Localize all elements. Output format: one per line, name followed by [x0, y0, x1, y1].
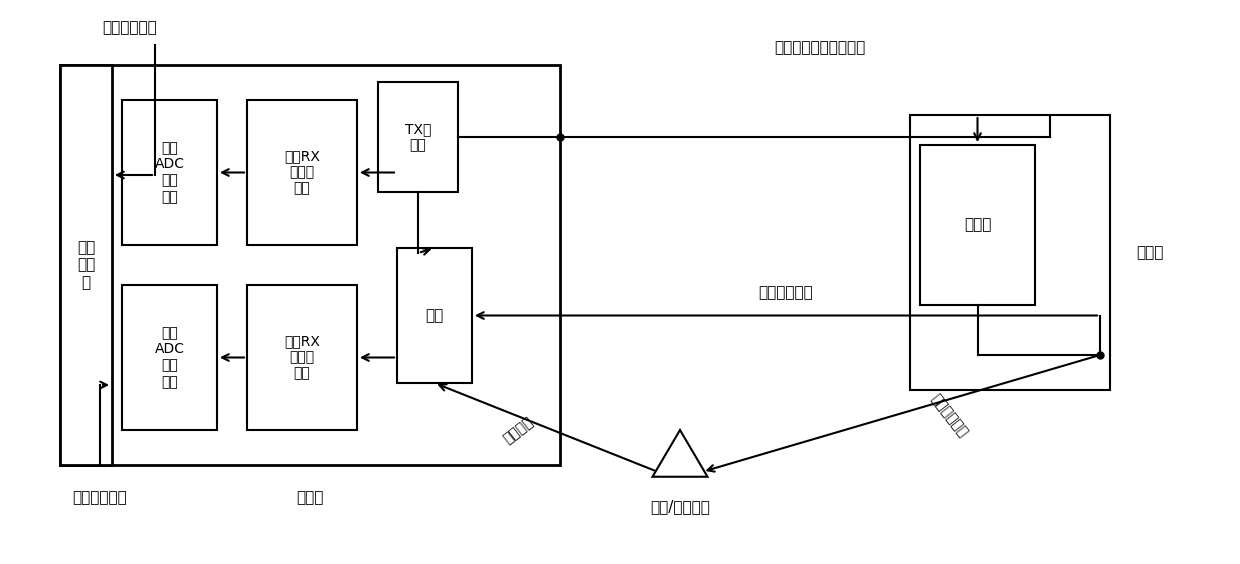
- Text: 数字
处理
器: 数字 处理 器: [77, 240, 95, 290]
- Text: 放大器: 放大器: [963, 218, 991, 232]
- Text: 第一输入信号: 第一输入信号: [103, 20, 157, 36]
- Text: 终端/被测物体: 终端/被测物体: [650, 499, 711, 514]
- Text: 第一RX
接收射
频器: 第一RX 接收射 频器: [284, 149, 320, 196]
- Text: 第一
ADC
采集
模块: 第一 ADC 采集 模块: [155, 141, 185, 204]
- Bar: [122, 100, 217, 245]
- Text: 射频激励信号: 射频激励信号: [759, 285, 813, 301]
- Text: 激励器: 激励器: [1136, 245, 1163, 260]
- Bar: [60, 65, 112, 465]
- Text: 射频激励信号: 射频激励信号: [928, 392, 970, 440]
- Text: 第二
ADC
采集
模块: 第二 ADC 采集 模块: [155, 326, 185, 389]
- Bar: [378, 82, 458, 192]
- Bar: [247, 285, 357, 430]
- Text: 接收器: 接收器: [296, 490, 324, 505]
- Bar: [60, 65, 560, 465]
- Text: TX发
射器: TX发 射器: [404, 122, 432, 152]
- Text: 第二RX
接收射
频器: 第二RX 接收射 频器: [284, 334, 320, 381]
- Bar: [910, 115, 1110, 390]
- Bar: [920, 145, 1035, 305]
- Bar: [397, 248, 472, 383]
- Bar: [247, 100, 357, 245]
- Text: 射频发射信号（有线）: 射频发射信号（有线）: [774, 41, 866, 55]
- Text: 反馈信号: 反馈信号: [501, 414, 536, 446]
- Text: 第二输入信号: 第二输入信号: [73, 490, 128, 505]
- Bar: [122, 285, 217, 430]
- Text: 天线: 天线: [425, 308, 444, 323]
